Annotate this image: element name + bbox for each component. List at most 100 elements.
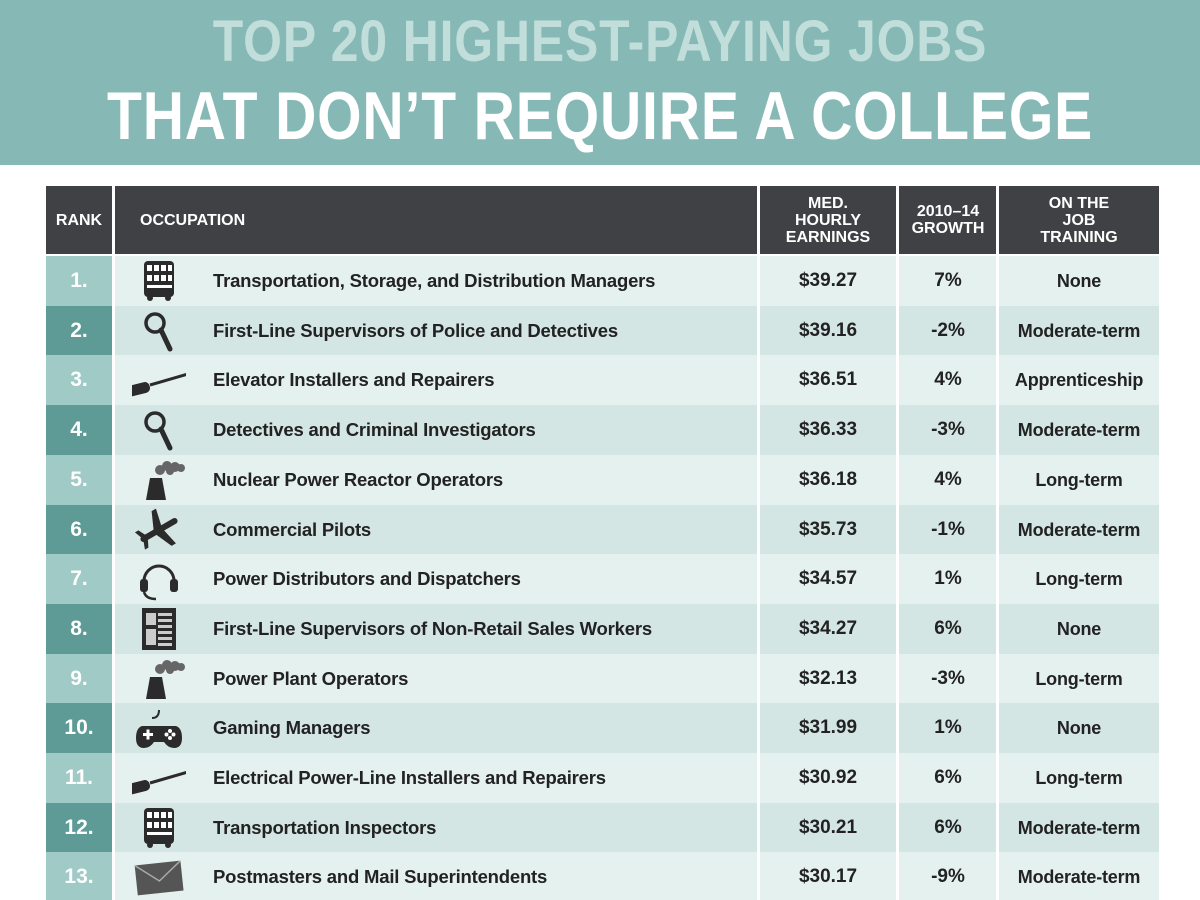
rank-cell: 3. [46, 355, 112, 405]
growth-cell: 4% [934, 369, 962, 390]
growth-cell: 1% [934, 568, 962, 589]
table-row [114, 455, 1159, 505]
training-cell: Moderate-term [1017, 320, 1141, 341]
column-divider [112, 186, 115, 900]
screwdriver-icon [124, 756, 189, 800]
table-row [114, 703, 1159, 753]
table-row [114, 306, 1159, 356]
training-cell: Moderate-term [1017, 519, 1141, 540]
table-row [114, 505, 1159, 555]
screwdriver-icon [124, 358, 189, 402]
earnings-cell: $36.33 [798, 419, 858, 440]
earnings-cell: $31.99 [798, 717, 858, 738]
occupation-cell: Electrical Power-Line Installers and Rep… [213, 767, 606, 788]
occupation-cell: Transportation Inspectors [213, 817, 437, 838]
earnings-cell: $30.92 [798, 767, 858, 788]
rank-cell: 2. [46, 306, 112, 356]
cooling-tower-icon [132, 458, 186, 502]
envelope-icon [132, 855, 186, 899]
rank-cell: 13. [46, 852, 112, 900]
training-cell: None [1056, 717, 1102, 738]
title-banner: TOP 20 HIGHEST-PAYING JOBS THAT DON’T RE… [0, 0, 1200, 230]
rank-cell: 8. [46, 604, 112, 654]
document-icon [132, 607, 186, 651]
occupation-cell: Power Plant Operators [213, 668, 409, 689]
rank-cell: 5. [46, 455, 112, 505]
growth-cell: 6% [934, 817, 962, 838]
training-cell: Moderate-term [1017, 419, 1141, 440]
table-row [114, 554, 1159, 604]
earnings-cell: $34.57 [798, 568, 858, 589]
rank-cell: 10. [46, 703, 112, 753]
airplane-icon [132, 508, 186, 552]
rank-cell: 12. [46, 803, 112, 853]
earnings-cell: $34.27 [798, 618, 858, 639]
training-cell: Moderate-term [1017, 817, 1141, 838]
earnings-cell: $32.13 [798, 668, 858, 689]
header-training: ON THE JOB TRAINING [999, 186, 1159, 254]
rank-cell: 1. [46, 256, 112, 306]
table-row [114, 753, 1159, 803]
occupation-cell: Elevator Installers and Repairers [213, 369, 495, 390]
earnings-cell: $36.51 [798, 369, 858, 390]
earnings-cell: $36.18 [798, 469, 858, 490]
occupation-cell: Postmasters and Mail Superintendents [213, 866, 548, 887]
earnings-cell: $30.21 [798, 817, 858, 838]
growth-cell: 7% [934, 270, 962, 291]
occupation-cell: First-Line Supervisors of Police and Det… [213, 320, 618, 341]
bus-icon [132, 806, 186, 850]
table-row [114, 604, 1159, 654]
training-cell: None [1056, 270, 1102, 291]
growth-cell: -2% [931, 320, 965, 341]
rank-cell: 4. [46, 405, 112, 455]
gamepad-icon [132, 706, 186, 750]
rank-cell: 11. [46, 753, 112, 803]
occupation-cell: Commercial Pilots [213, 519, 372, 540]
title-line-1: TOP 20 HIGHEST-PAYING JOBS [212, 9, 988, 74]
table-row [114, 405, 1159, 455]
training-cell: Long-term [1035, 767, 1123, 788]
growth-cell: 6% [934, 618, 962, 639]
growth-cell: -3% [931, 668, 965, 689]
column-divider [757, 186, 760, 900]
header-occupation: OCCUPATION [114, 186, 757, 254]
growth-cell: 6% [934, 767, 962, 788]
rank-cell: 9. [46, 654, 112, 704]
training-cell: Long-term [1035, 469, 1123, 490]
occupation-cell: Nuclear Power Reactor Operators [213, 469, 503, 490]
rank-cell: 6. [46, 505, 112, 555]
growth-cell: -1% [931, 519, 965, 540]
header-earnings: MED. HOURLY EARNINGS [760, 186, 896, 254]
headset-icon [132, 557, 186, 601]
earnings-cell: $30.17 [798, 866, 858, 887]
header-growth: 2010–14 GROWTH [899, 186, 997, 254]
column-divider [996, 186, 999, 900]
table-row [114, 803, 1159, 853]
growth-cell: 1% [934, 717, 962, 738]
table-row [114, 355, 1159, 405]
magnifier-icon [132, 408, 186, 452]
occupation-cell: Power Distributors and Dispatchers [213, 568, 521, 589]
training-cell: Long-term [1035, 568, 1123, 589]
training-cell: Apprenticeship [1014, 369, 1144, 390]
occupation-cell: Gaming Managers [213, 717, 371, 738]
earnings-cell: $39.27 [798, 270, 858, 291]
magnifier-icon [132, 309, 186, 353]
training-cell: Long-term [1035, 668, 1123, 689]
cooling-tower-icon [132, 657, 186, 701]
table-row [114, 852, 1159, 900]
column-divider [896, 186, 899, 900]
growth-cell: 4% [934, 469, 962, 490]
occupation-cell: Transportation, Storage, and Distributio… [213, 270, 656, 291]
growth-cell: -3% [931, 419, 965, 440]
training-cell: Moderate-term [1017, 866, 1141, 887]
earnings-cell: $39.16 [798, 320, 858, 341]
earnings-cell: $35.73 [798, 519, 858, 540]
table-row [114, 654, 1159, 704]
occupation-cell: Detectives and Criminal Investigators [213, 419, 536, 440]
rank-cell: 7. [46, 554, 112, 604]
table-row [114, 256, 1159, 306]
occupation-cell: First-Line Supervisors of Non-Retail Sal… [213, 618, 652, 639]
training-cell: None [1056, 618, 1102, 639]
